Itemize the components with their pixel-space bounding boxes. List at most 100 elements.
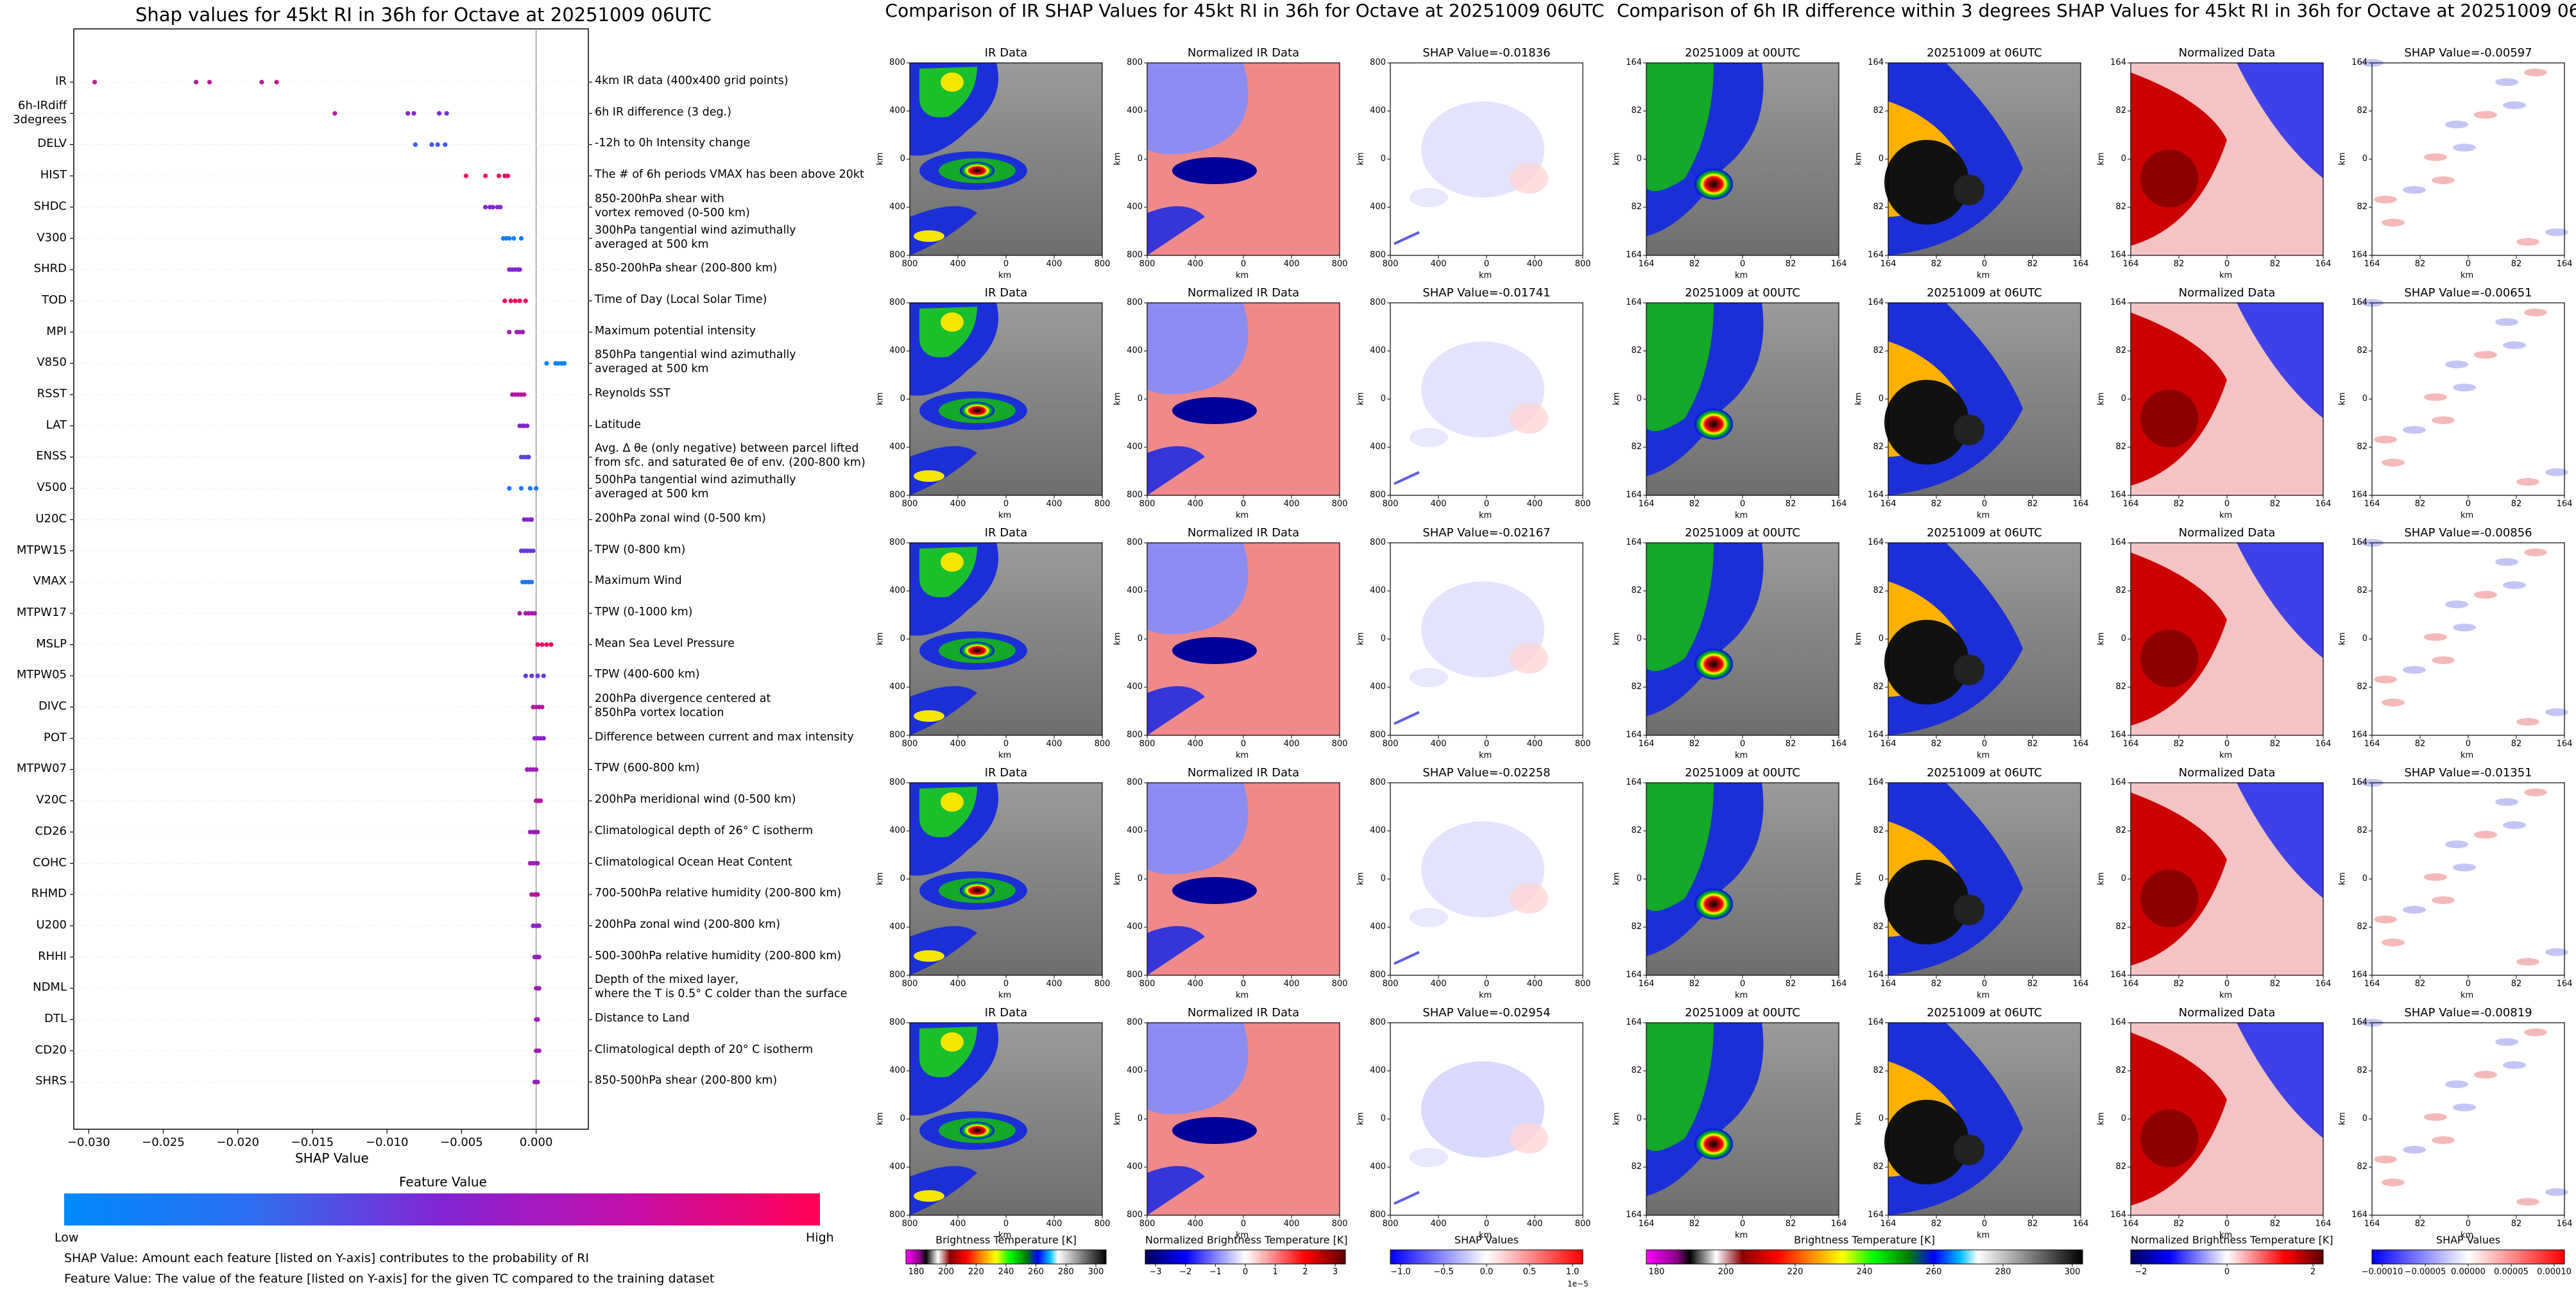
panel-x-axis-label: km <box>1735 511 1748 520</box>
panel-y-tick: 0 <box>1137 874 1143 884</box>
panel-x-tick: 82 <box>2511 979 2522 989</box>
panel-y-tick: 82 <box>1873 1066 1884 1075</box>
panel-x-tick: 164 <box>2315 979 2332 989</box>
diff-norm-colorbar-tick: 0 <box>2224 1267 2230 1277</box>
panel-x-tick: 164 <box>2556 739 2573 749</box>
feature-name-label: DTL <box>44 1012 67 1025</box>
panel-x-axis-label: km <box>2461 271 2474 280</box>
panel-title-ir: IR Data <box>984 46 1028 60</box>
panel-x-axis-label: km <box>1735 991 1748 1000</box>
diff-shap-colorbar-tick: 0.00005 <box>2494 1267 2529 1277</box>
panel-x-axis-label: km <box>998 1231 1012 1240</box>
feature-description-label: Latitude <box>595 418 642 431</box>
shap-xlabel: SHAP Value <box>295 1150 369 1166</box>
panel-y-tick: 82 <box>2115 922 2126 932</box>
panel-y-tick: 82 <box>1873 586 1884 595</box>
shap-point <box>498 205 503 210</box>
panel-y-axis-label: km <box>1113 632 1123 645</box>
feature-name-label: IR <box>55 74 67 88</box>
diff-norm-colorbar-label: Normalized Brightness Temperature [K] <box>2131 1234 2333 1246</box>
panel-x-tick: 164 <box>2072 739 2089 749</box>
panel-y-tick: 82 <box>2357 106 2367 115</box>
ir-shap-colorbar-offset: 1e−5 <box>1567 1279 1589 1288</box>
ir-norm-colorbar-tick: 0 <box>1242 1267 1249 1277</box>
panel-x-tick: 82 <box>1785 499 1796 509</box>
shap-point <box>507 486 512 491</box>
feature-name-label: SHRD <box>33 262 67 276</box>
shap-point <box>490 205 495 210</box>
panel-y-tick: 400 <box>1127 586 1143 595</box>
feature-description-label: Distance to Land <box>595 1012 690 1025</box>
panel-x-tick: 164 <box>2315 1219 2332 1229</box>
x-tick-label: −0.005 <box>440 1136 483 1149</box>
panel-y-axis-label: km <box>1356 632 1366 645</box>
panel-y-tick: 164 <box>1868 778 1884 787</box>
panel-y-tick: 82 <box>2357 922 2367 932</box>
panel-y-tick: 164 <box>2110 490 2126 500</box>
panel-x-tick: 82 <box>2511 259 2522 269</box>
panel-x-tick: 0 <box>1739 979 1746 989</box>
shap-point <box>540 704 545 710</box>
panel-x-tick: 82 <box>2173 979 2185 989</box>
panel-y-tick: 164 <box>2351 250 2367 260</box>
panel-x-tick: 400 <box>1430 739 1447 749</box>
panel-y-tick: 0 <box>1878 874 1884 884</box>
panel-y-tick: 0 <box>1137 1114 1143 1123</box>
panel-x-tick: 0 <box>2465 1219 2471 1229</box>
ir-shap-colorbar-tick: −0.5 <box>1433 1267 1454 1277</box>
panel-x-tick: 164 <box>1638 979 1655 989</box>
feature-description-label: 4km IR data (400x400 grid points) <box>595 74 789 87</box>
panel-x-axis-label: km <box>1236 751 1249 760</box>
panel-x-tick: 0 <box>1739 739 1746 749</box>
panel-y-tick: 0 <box>2362 1114 2367 1123</box>
feature-name-label: RHHI <box>38 949 67 963</box>
panel-y-tick: 82 <box>2115 442 2126 452</box>
shap-point <box>517 298 522 303</box>
ir-bt-colorbar-tick: 260 <box>1028 1267 1045 1277</box>
diff-bt-colorbar-tick: 240 <box>1856 1267 1873 1277</box>
panel-x-tick: 82 <box>2027 1219 2038 1229</box>
shap-point <box>92 80 98 85</box>
shap-plot-area <box>70 28 592 1134</box>
panel-y-tick: 82 <box>2357 586 2367 595</box>
panel-x-tick: 82 <box>2414 979 2426 989</box>
feature-name-label: ENSS <box>36 449 67 463</box>
panel-y-axis-label: km <box>875 872 885 885</box>
panel-y-tick: 800 <box>1370 490 1386 500</box>
panel-x-tick: 82 <box>1931 1219 1942 1229</box>
panel-y-tick: 82 <box>2357 346 2367 355</box>
feature-name-label: CD20 <box>35 1043 67 1057</box>
panel-x-tick: 82 <box>2414 259 2426 269</box>
panel-y-tick: 82 <box>2357 202 2367 212</box>
feature-description-label: averaged at 500 km <box>595 363 709 376</box>
panel-y-tick: 82 <box>1631 346 1642 355</box>
panel-y-tick: 800 <box>889 538 905 547</box>
panel-x-axis-label: km <box>2461 991 2474 1000</box>
feature-description-label: 850-200hPa shear with <box>595 192 724 205</box>
panel-x-tick: 800 <box>901 739 918 749</box>
panel-x-tick: 800 <box>1574 259 1591 269</box>
panel-x-tick: 0 <box>1240 979 1247 989</box>
panel-x-tick: 0 <box>1003 979 1009 989</box>
panel-x-tick: 164 <box>2122 739 2139 749</box>
panel-y-tick: 0 <box>1380 394 1386 404</box>
x-tick-label: −0.025 <box>142 1136 185 1149</box>
panel-x-tick: 400 <box>1046 739 1062 749</box>
panel-x-tick: 82 <box>2027 979 2038 989</box>
diff-bt-colorbar-tick: 300 <box>2064 1267 2081 1277</box>
feature-name-label: V500 <box>37 481 67 495</box>
panel-y-axis-label: km <box>1356 392 1366 405</box>
panel-y-tick: 800 <box>1370 298 1386 307</box>
panel-x-tick: 164 <box>1638 1219 1655 1229</box>
panel-x-tick: 82 <box>2173 499 2185 509</box>
shap-point <box>496 173 502 178</box>
panel-x-tick: 82 <box>2269 1219 2281 1229</box>
feature-description-label: vortex removed (0-500 km) <box>595 206 750 219</box>
panel-x-tick: 0 <box>2224 1219 2230 1229</box>
shap-point <box>535 673 540 678</box>
panel-y-tick: 82 <box>2115 1066 2126 1075</box>
shap-point <box>535 860 540 866</box>
panel-title-irdiff: 20251009 at 06UTC <box>1927 766 2042 780</box>
panel-y-axis-label: km <box>1854 632 1864 645</box>
